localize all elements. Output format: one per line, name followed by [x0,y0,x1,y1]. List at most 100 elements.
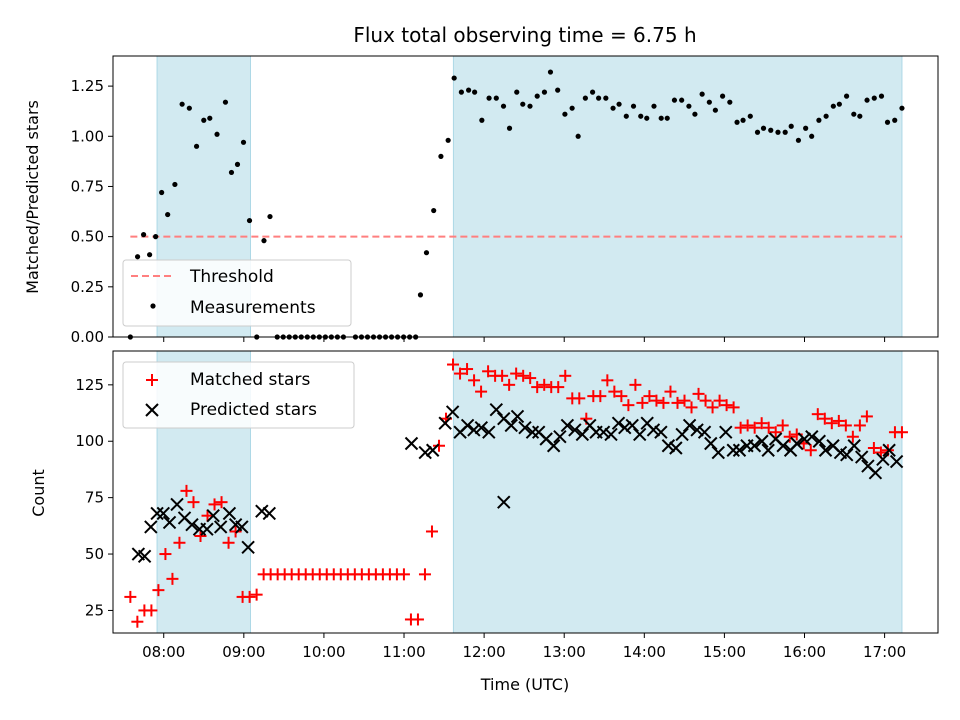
measurement-point [423,250,430,256]
matched-star-point [629,378,642,391]
measurement-point [555,87,561,93]
predicted-star-point [611,416,626,430]
measurement-point [843,93,850,99]
predicted-star-point [518,420,532,435]
bottom-legend: Matched stars Predicted stars [122,361,355,429]
measurement-point [857,113,863,119]
matched-star-point [145,604,158,617]
predicted-star-point [755,434,769,448]
measurement-point [740,117,746,123]
measurement-point [207,115,213,121]
matched-star-point [418,568,431,581]
matched-star-point [468,374,481,387]
measurement-point [768,127,774,133]
x-tick-label: 17:00 [863,643,906,661]
measurement-point [610,105,616,111]
y-tick-label: 0.00 [71,328,104,346]
predicted-star-point [510,409,525,424]
y-tick-label: 0.50 [71,228,104,246]
predicted-star-point [445,405,460,419]
predicted-star-point [489,402,503,417]
x-tick-label: 09:00 [222,643,265,661]
measurement-point [582,95,588,101]
predicted-star-point [732,443,747,457]
matched-star-point [755,417,768,430]
measurement-point [159,189,165,196]
top-y-axis-label: Matched/Predicted stars [23,100,42,294]
matched-star-point [461,363,474,376]
measurement-point [506,125,513,131]
predicted-star-point [805,430,819,444]
predicted-star-point [474,420,489,435]
predicted-star-point [525,425,540,439]
matched-star-point [664,385,677,398]
bottom-y-axis-label: Count [29,469,48,517]
matched-star-point [517,369,530,382]
matched-star-point [748,421,761,434]
y-tick-label: 1.00 [71,127,104,145]
measurement-point [134,254,141,260]
measurement-point [445,137,451,143]
predicted-star-point [553,430,567,444]
measurement-point [878,93,885,99]
predicted-star-point [460,418,475,433]
top-axes-frame [112,55,939,338]
measurement-point [479,117,485,123]
y-tick-label: 1.25 [71,77,104,95]
predicted-star-point [797,432,812,446]
measurement-point [616,101,622,107]
measurement-point [589,89,596,95]
predicted-star-point [213,520,228,534]
predicted-star-point [604,427,618,442]
legend-matched-label: Matched stars [190,370,310,390]
matched-star-point [713,394,726,407]
measurement-point [754,129,761,135]
predicted-star-point [144,520,158,534]
predicted-star-point [418,445,432,460]
matched-star-point [475,385,488,398]
matched-star-point [124,590,137,603]
x-tick-label: 12:00 [462,643,505,661]
measurement-point [719,93,726,99]
x-tick-label: 10:00 [302,643,345,661]
matched-stars-points [124,358,908,628]
measurement-point [458,89,464,95]
measurement-point [734,119,740,125]
predicted-star-point [200,522,214,536]
matched-star-point [538,378,551,391]
measurement-point [486,95,492,101]
predicted-star-point [697,425,712,439]
measurement-point [596,95,602,101]
x-tick-label: 08:00 [142,643,185,661]
predicted-star-point [633,427,647,442]
matched-star-point [720,399,733,412]
measurement-point [871,95,877,101]
predicted-star-point [747,439,762,453]
matched-star-point [187,496,200,509]
matched-star-point [825,417,838,430]
matched-star-point [776,419,789,432]
predicted-star-point [882,443,896,457]
measurement-point [727,99,733,105]
predicted-star-point [726,443,740,457]
matched-star-point [615,390,628,403]
y-tick-label: 50 [85,545,104,563]
predicted-star-point [812,434,827,448]
measurement-point [899,105,905,111]
x-tick-label: 11:00 [382,643,425,661]
y-tick-label: 25 [85,601,104,619]
measurement-point [153,234,159,240]
predicted-star-point [255,504,269,518]
predicted-star-point [719,425,733,439]
measurement-point [836,101,842,107]
measurement-point [816,117,822,123]
matched-star-point [727,401,740,414]
matched-star-point [734,421,747,434]
predicted-star-point [137,549,152,564]
predicted-star-point [690,423,704,437]
matched-star-point [552,381,565,394]
measurement-point [500,103,507,109]
predicted-star-point [241,540,255,554]
matched-star-point [853,419,866,432]
